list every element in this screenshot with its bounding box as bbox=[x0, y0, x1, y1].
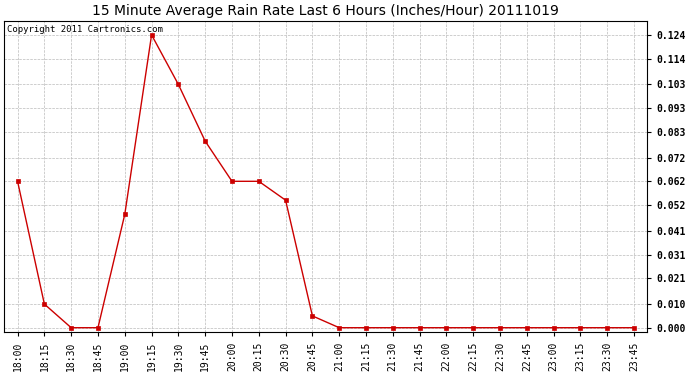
Title: 15 Minute Average Rain Rate Last 6 Hours (Inches/Hour) 20111019: 15 Minute Average Rain Rate Last 6 Hours… bbox=[92, 4, 559, 18]
Text: Copyright 2011 Cartronics.com: Copyright 2011 Cartronics.com bbox=[8, 26, 164, 34]
